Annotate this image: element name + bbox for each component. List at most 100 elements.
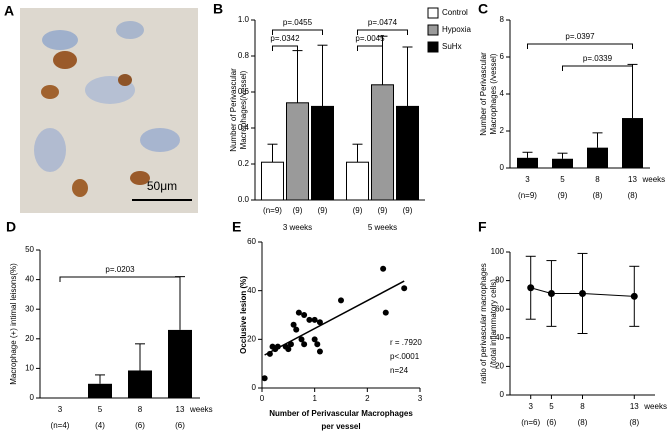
- point: [311, 316, 318, 323]
- legend-swatch: [427, 7, 439, 19]
- panel: B 0.0 0.2 0.4 0.6 0.8 1.0 Number of Perivascula…: [213, 1, 471, 232]
- stained-cell: [53, 51, 77, 69]
- y-tick-label: 0: [500, 390, 505, 399]
- annotation: p=.0339: [583, 54, 613, 63]
- significance-bracket: [357, 29, 408, 35]
- error-bar: [402, 46, 413, 107]
- n-label: (8): [593, 191, 603, 200]
- n-label: (6): [547, 418, 557, 427]
- annotation: p=.0397: [565, 32, 595, 41]
- panel: D 0 10 20 30 40 50 Macrophage (+) intimal leiso…: [6, 219, 213, 430]
- annotation: p=.0045: [355, 34, 385, 43]
- n-label: (4): [95, 421, 105, 430]
- n-label: (6): [135, 421, 145, 430]
- x-tick-label: 13: [176, 405, 185, 414]
- x-axis-label: weeks: [642, 175, 666, 184]
- significance-bracket: [562, 65, 633, 71]
- bar: [552, 158, 573, 168]
- cell: [140, 128, 180, 152]
- y-tick-label: 40: [25, 275, 34, 284]
- y-axis-label: Macrophages (/vessel): [489, 53, 498, 134]
- x-tick-label: 1: [312, 394, 317, 403]
- bar: [88, 383, 112, 398]
- y-tick-label: 50: [25, 245, 34, 254]
- x-tick-label: 3: [528, 402, 533, 411]
- y-tick-label: 8: [500, 15, 505, 24]
- panel-label: D: [6, 219, 16, 235]
- y-axis-label: Number of Perivascular: [229, 68, 238, 152]
- bar: [168, 329, 192, 398]
- significance-bracket: [527, 43, 633, 49]
- stained-cell: [130, 171, 150, 185]
- x-tick-label: 13: [628, 175, 637, 184]
- point: [338, 297, 344, 304]
- x-tick-label: 3 weeks: [283, 223, 312, 232]
- bar: [261, 161, 284, 201]
- x-tick-label: 5: [549, 402, 554, 411]
- error-bar: [522, 151, 533, 158]
- error-bar: [317, 44, 328, 107]
- n-label: (9): [378, 206, 388, 215]
- annotation: p=.0455: [283, 18, 313, 27]
- point: [316, 319, 323, 326]
- y-axis-label: Macrophage (+) intimal leisons(%): [9, 263, 18, 385]
- error-bar: [292, 50, 303, 103]
- y-tick-label: 0.0: [238, 195, 250, 204]
- y-tick-label: 0: [252, 383, 257, 392]
- point: [285, 346, 292, 353]
- error-bar: [557, 152, 568, 159]
- panel-label: B: [213, 1, 223, 17]
- panel-label: F: [478, 219, 487, 235]
- n-label: (9): [293, 206, 303, 215]
- y-tick-label: 60: [247, 237, 256, 246]
- panel: C 0 2 4 6 8 Number of Perivascular Macrophages …: [478, 1, 665, 200]
- significance-bracket: [357, 45, 383, 51]
- x-tick-label: 3: [58, 405, 63, 414]
- panel-label: E: [232, 219, 241, 235]
- point: [382, 309, 389, 316]
- y-tick-label: 40: [247, 286, 256, 295]
- y-axis-label: ratio of perivascular macrophages: [479, 263, 488, 384]
- stained-cell: [118, 74, 132, 86]
- n-label: (9): [318, 206, 328, 215]
- bar: [371, 84, 394, 201]
- x-tick-label: 8: [595, 175, 600, 184]
- point: [290, 321, 297, 328]
- error-bar: [627, 63, 638, 119]
- error-bar: [377, 35, 388, 85]
- y-axis-label: Macrophages(/vessel): [239, 70, 248, 149]
- point: [274, 343, 281, 350]
- n-label: (8): [629, 418, 639, 427]
- error-bar: [175, 276, 185, 330]
- point: [301, 312, 308, 318]
- point: [287, 341, 294, 348]
- stained-cell: [72, 179, 88, 197]
- bar: [622, 118, 643, 168]
- legend-label: Hypoxia: [442, 25, 471, 34]
- point: [293, 326, 300, 333]
- point: [306, 316, 313, 323]
- x-tick-label: 5: [98, 405, 103, 414]
- regression-line: [264, 280, 405, 356]
- annotation: r = .7920: [390, 338, 422, 347]
- x-tick-label: 5: [560, 175, 565, 184]
- y-axis-label: Number of Perivascular: [479, 52, 488, 136]
- x-tick-label: 8: [138, 405, 143, 414]
- legend-label: Control: [442, 8, 468, 17]
- cell: [116, 21, 144, 39]
- scale-bar-label: 50μm: [147, 179, 177, 193]
- annotation: p=.0342: [270, 34, 300, 43]
- panel-label: C: [478, 1, 488, 17]
- y-tick-label: 4: [500, 89, 505, 98]
- significance-bracket: [272, 45, 298, 51]
- y-axis-label: (/total inflammatory cells): [489, 279, 498, 368]
- y-tick-label: 1.0: [238, 15, 250, 24]
- bar: [311, 105, 334, 201]
- line: [530, 287, 635, 297]
- n-label: (9): [558, 191, 568, 200]
- y-tick-label: 80: [495, 276, 504, 285]
- y-tick-label: 20: [495, 362, 504, 371]
- n-label: (8): [578, 418, 588, 427]
- n-label: (n=9): [263, 206, 282, 215]
